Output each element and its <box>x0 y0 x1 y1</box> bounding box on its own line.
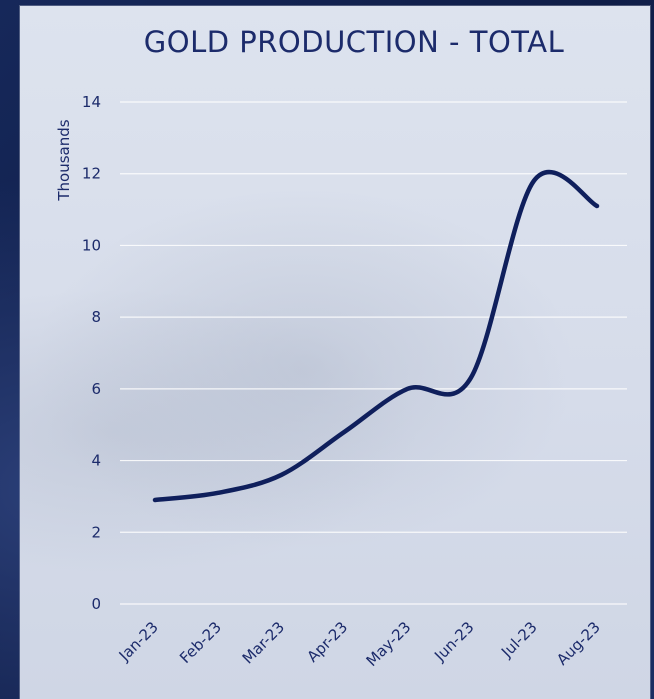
x-tick-label: May-23 <box>363 618 415 670</box>
x-tick-label: Apr-23 <box>304 618 352 666</box>
y-tick-label: 2 <box>91 523 101 541</box>
chart-panel <box>20 6 650 699</box>
series-lines <box>152 170 600 503</box>
x-tick-labels: Jan-23 Feb-23 Mar-23 Apr-23 May-23 Jun-23 Jul-… <box>115 618 604 670</box>
y-axis-label: Thousands <box>55 119 73 201</box>
y-tick-label: 12 <box>82 165 101 183</box>
chart-title: GOLD PRODUCTION - TOTAL <box>144 25 564 59</box>
series-line <box>152 170 600 503</box>
y-tick-label: 0 <box>91 595 101 613</box>
background-photo-haze <box>20 180 650 600</box>
y-tick-labels: 0 2 4 6 8 10 12 14 <box>82 93 101 613</box>
y-tick-label: 6 <box>91 380 101 398</box>
x-tick-label: Mar-23 <box>239 618 288 667</box>
x-tick-label: Jun-23 <box>430 618 477 665</box>
y-tick-label: 10 <box>82 236 101 254</box>
y-tick-label: 4 <box>91 452 101 470</box>
x-tick-label: Aug-23 <box>553 618 604 669</box>
y-tick-label: 14 <box>82 93 101 111</box>
gridlines <box>120 101 627 605</box>
y-tick-label: 8 <box>91 308 101 326</box>
x-tick-label: Jul-23 <box>497 618 541 662</box>
x-tick-label: Jan-23 <box>115 618 162 665</box>
x-tick-label: Feb-23 <box>176 618 225 667</box>
